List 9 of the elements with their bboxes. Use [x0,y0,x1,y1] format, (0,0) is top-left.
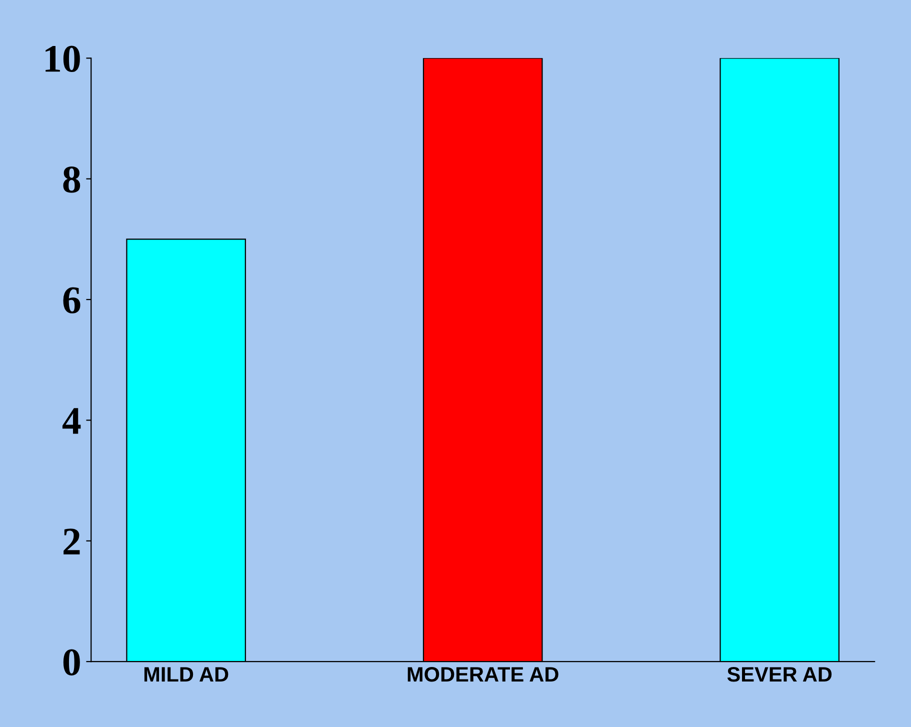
x-tick-label: SEVER AD [727,666,832,682]
x-tick-label: MILD AD [144,667,228,682]
y-tick-label: 10 [46,46,80,72]
x-tick-label: MODERATE AD [408,666,558,682]
y-tick-label: 4 [62,408,81,434]
y-tick-label: 8 [63,166,80,193]
y-tick-label: 6 [63,287,80,314]
y-tick-label: 2 [64,528,80,554]
y-tick-label: 0 [63,649,80,676]
